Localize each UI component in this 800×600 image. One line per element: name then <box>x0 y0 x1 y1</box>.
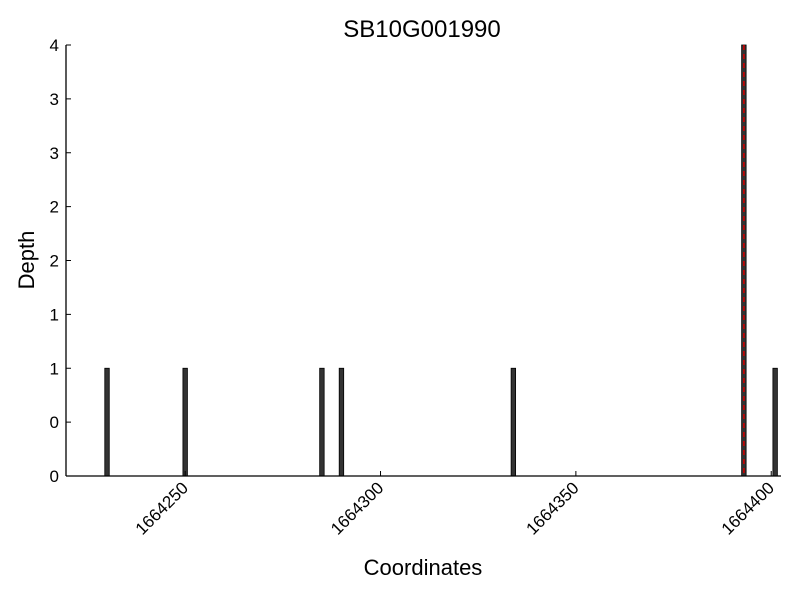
y-tick-label: 1 <box>50 305 59 324</box>
x-tick-label: 1664350 <box>522 478 582 538</box>
bar-6 <box>772 367 778 477</box>
x-axis-ticks: 1664250 1664300 1664350 1664400 <box>132 471 778 539</box>
y-tick-label: 4 <box>50 36 59 55</box>
y-tick-label: 0 <box>50 413 59 432</box>
y-axis-ticks: 0 0 1 1 2 2 3 3 4 <box>50 36 71 486</box>
x-tick-label: 1664300 <box>327 478 387 538</box>
y-tick-label: 3 <box>50 90 59 109</box>
x-tick-label: 1664400 <box>718 478 778 538</box>
y-tick-label: 1 <box>50 359 59 378</box>
bar-4 <box>510 367 517 477</box>
plot-area <box>104 44 778 477</box>
y-tick-label: 2 <box>50 198 59 217</box>
bar-3 <box>338 367 345 477</box>
chart-title: SB10G001990 <box>343 16 500 43</box>
x-tick-label: 1664250 <box>132 478 192 538</box>
y-tick-label: 0 <box>50 467 59 486</box>
x-axis-label: Coordinates <box>364 555 483 580</box>
bar-1 <box>182 367 188 477</box>
y-tick-label: 2 <box>50 252 59 271</box>
y-axis-label: Depth <box>14 231 39 290</box>
bar-2 <box>319 367 325 477</box>
y-tick-label: 3 <box>50 144 59 163</box>
bar-0 <box>104 367 110 477</box>
